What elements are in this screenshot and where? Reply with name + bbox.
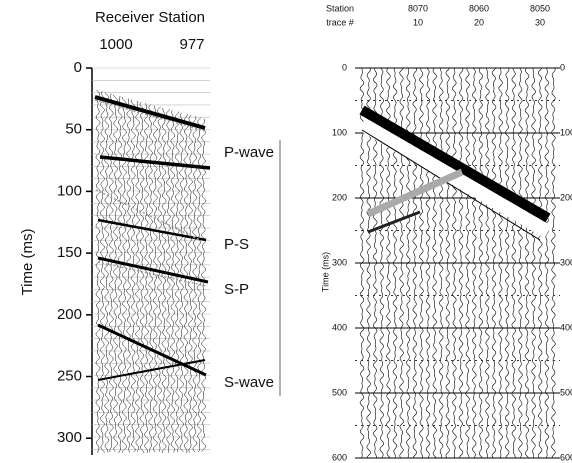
trace [117,95,123,454]
left-panel: Receiver Station Time (ms) 0 50 100 150 200 2… [19,9,281,455]
phase-label: P-S [224,236,249,253]
y-tick-label-right: 500 [560,387,572,397]
trace [121,97,127,453]
y-tick-label-right: 100 [560,127,572,137]
trace [104,92,110,453]
trace [192,116,198,453]
trace [126,98,132,453]
event-shade [94,99,206,132]
station-label: 8060 [469,3,489,13]
y-tick-label: 200 [57,306,82,323]
right-panel: Station trace # Time (ms) 8070 8060 8050 10… [320,3,572,462]
trace [165,109,171,453]
trace [196,117,202,453]
y-tick-label: 200 [332,192,347,202]
y-tick-label-right: 200 [560,192,572,202]
y-axis-label: Time (ms) [320,252,330,292]
y-tick-label: 0 [342,62,347,72]
event [97,359,206,381]
station-header: Station [326,3,354,13]
y-tick-label: 300 [57,429,82,446]
trace [135,100,141,452]
y-axis-label: Time (ms) [19,229,36,296]
trace-header: trace # [326,17,354,27]
y-tick-label: 100 [332,127,347,137]
event-shade [97,261,207,287]
y-tick-label: 100 [57,182,82,199]
panel-title: Receiver Station [95,9,205,26]
y-tick-label: 50 [65,121,82,138]
station-label: 977 [179,36,204,53]
y-tick-label-right: 300 [560,257,572,267]
event [97,218,207,242]
station-label: 8070 [408,3,428,13]
trace-label: 10 [413,17,423,27]
y-tick-label: 400 [332,322,347,332]
event [97,323,207,377]
trace [108,93,114,453]
trace-label: 20 [474,17,484,27]
y-tick-label-right: 400 [560,322,572,332]
trace-label: 30 [535,17,545,27]
y-tick-label: 0 [74,59,82,76]
event-black [359,105,551,223]
trace [161,107,167,454]
phase-label: S-wave [224,374,274,391]
event [97,256,209,284]
y-tick-label-right: 0 [560,62,565,72]
trace [99,91,105,453]
y-tick-label: 500 [332,387,347,397]
y-tick-label: 300 [332,257,347,267]
trace [179,112,185,452]
event-cross2 [367,210,421,234]
trace [174,111,180,453]
trace [130,99,136,453]
event [94,95,206,130]
station-label: 1000 [99,36,132,53]
event-cross [366,168,464,218]
trace [170,110,176,453]
event [99,155,211,170]
y-tick-label-right: 600 [560,452,572,462]
trace [95,89,101,453]
trace [113,94,119,452]
event-shade [95,189,201,241]
y-tick-label: 250 [57,367,82,384]
event-outline [361,129,541,241]
trace [183,113,189,454]
station-label: 8050 [530,3,550,13]
phase-label: S-P [224,281,249,298]
y-tick-label: 150 [57,244,82,261]
trace [187,115,193,453]
phase-label: P-wave [224,144,274,161]
trace [201,118,207,452]
y-tick-label: 600 [332,452,347,462]
